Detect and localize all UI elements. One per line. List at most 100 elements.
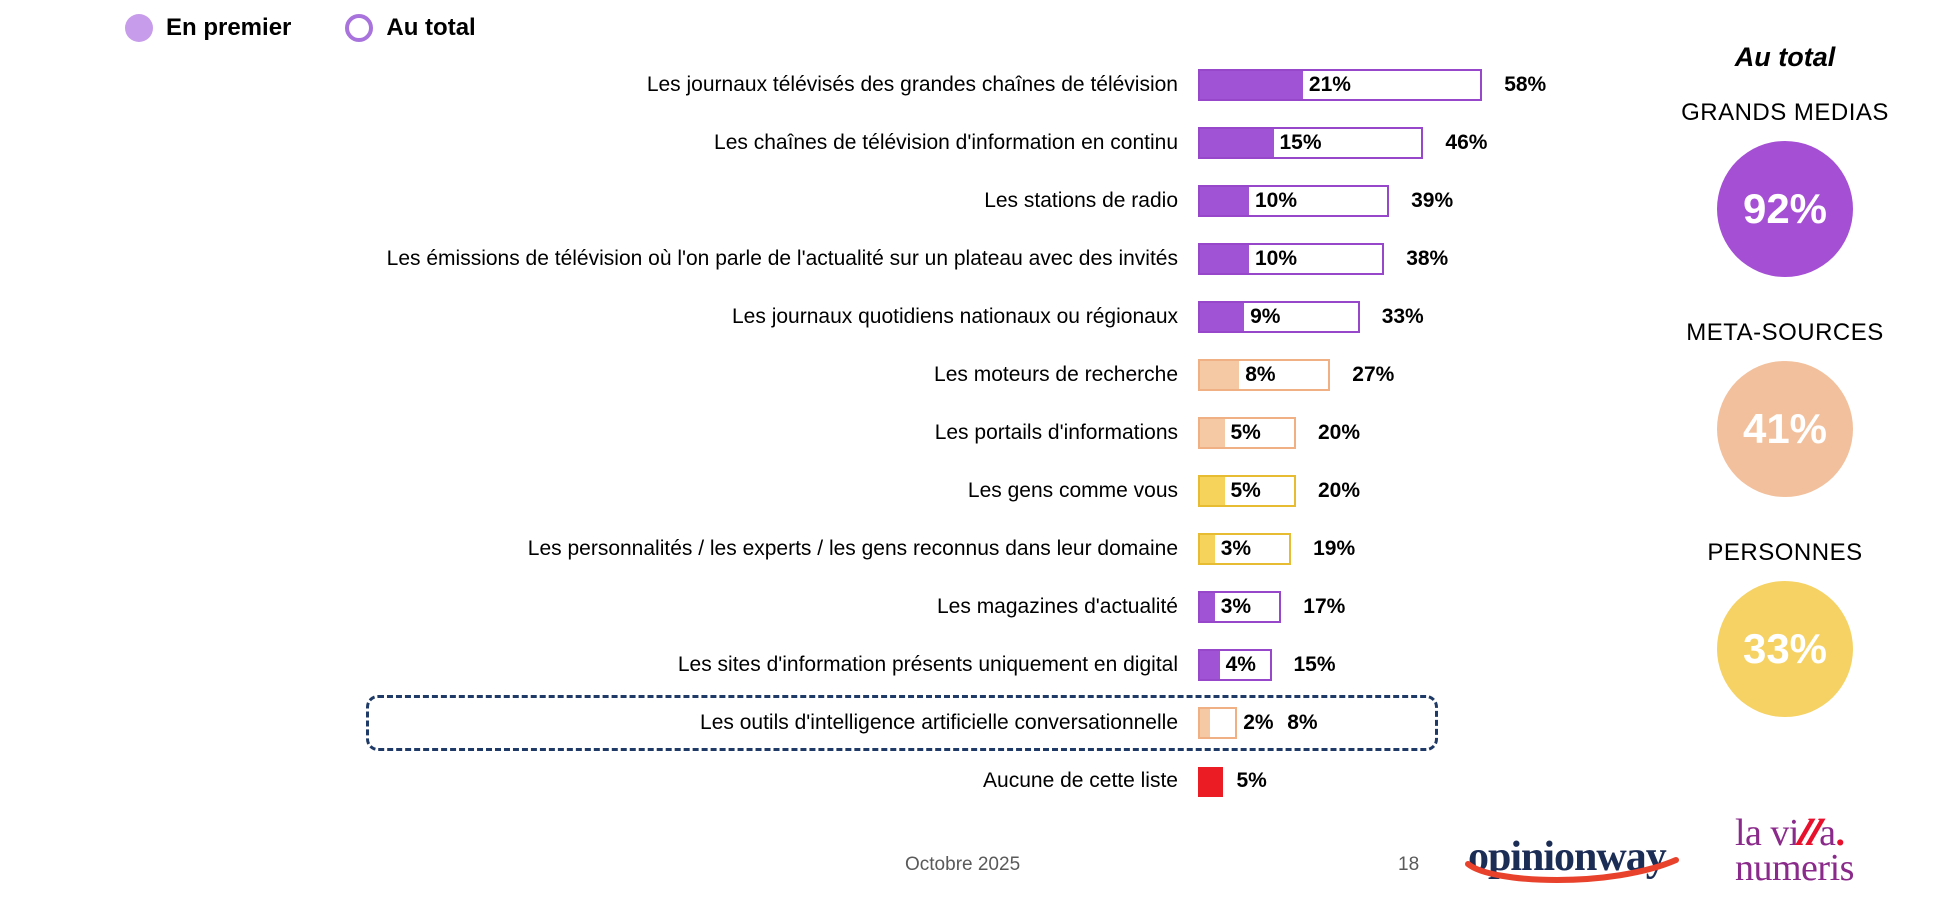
- first-bar: [1200, 187, 1249, 215]
- bar-row: Les chaînes de télévision d'information …: [0, 114, 1600, 172]
- total-value: 20%: [1318, 421, 1361, 444]
- bar-area: 10% 39%: [1198, 185, 1600, 217]
- bar-area: 21% 58%: [1198, 69, 1600, 101]
- opinionway-logo: opinionway: [1465, 834, 1679, 883]
- total-value: 27%: [1352, 363, 1395, 386]
- opinionway-logo-text: opinionway: [1468, 834, 1667, 880]
- bar-row: Les magazines d'actualité 3% 17%: [0, 578, 1600, 636]
- bar-row: Aucune de cette liste 5%: [0, 752, 1600, 810]
- row-label: Les magazines d'actualité: [937, 595, 1178, 619]
- first-value: 3%: [1220, 537, 1252, 560]
- bar-area: 3% 19%: [1198, 533, 1600, 565]
- summary-label-grands-medias: GRANDS MEDIAS: [1681, 99, 1889, 126]
- first-value: 5%: [1230, 479, 1261, 502]
- villa-text-line2: numeris: [1735, 847, 1854, 890]
- total-bar: [1198, 591, 1282, 623]
- first-value: 3%: [1220, 595, 1252, 618]
- row-label: Les sites d'information présents uniquem…: [677, 653, 1178, 677]
- total-value: 15%: [1293, 653, 1336, 676]
- first-value: 10%: [1255, 189, 1298, 212]
- first-value: 5%: [1236, 769, 1267, 792]
- villa-text: a: [1819, 812, 1836, 855]
- first-value: 8%: [1245, 363, 1276, 386]
- bar-row: Les sites d'information présents uniquem…: [0, 636, 1600, 694]
- first-value: 21%: [1308, 73, 1351, 96]
- total-bar: [1198, 533, 1292, 565]
- row-label: Les journaux télévisés des grandes chaîn…: [646, 73, 1178, 97]
- bar-row: Les journaux quotidiens nationaux ou rég…: [0, 288, 1600, 346]
- footer-date: Octobre 2025: [905, 854, 1021, 875]
- first-value: 10%: [1255, 247, 1298, 270]
- summary-circle: 33%: [1717, 581, 1853, 717]
- total-value: 19%: [1313, 537, 1356, 560]
- legend-filled-circle-icon: [125, 14, 153, 42]
- total-bar: [1198, 649, 1272, 681]
- first-value: 15%: [1279, 131, 1322, 154]
- first-value: 9%: [1250, 305, 1281, 328]
- first-bar: [1200, 71, 1303, 99]
- row-label: Les émissions de télévision où l'on parl…: [386, 247, 1178, 271]
- total-value: 58%: [1504, 73, 1547, 96]
- total-bar: [1198, 301, 1360, 333]
- bar-area: 2% 8%: [1198, 707, 1600, 739]
- legend-label: En premier: [166, 14, 292, 41]
- bar-rows: Les journaux télévisés des grandes chaîn…: [0, 56, 1600, 810]
- row-label: Les chaînes de télévision d'information …: [714, 131, 1178, 155]
- bar-area: 5%: [1198, 765, 1600, 797]
- bar-row: Les outils d'intelligence artificielle c…: [0, 694, 1600, 752]
- summary-circle: 92%: [1717, 141, 1853, 277]
- total-value: 38%: [1406, 247, 1449, 270]
- row-label: Les moteurs de recherche: [934, 363, 1178, 387]
- row-label: Aucune de cette liste: [983, 769, 1178, 793]
- bar-row: Les moteurs de recherche 8% 27%: [0, 346, 1600, 404]
- row-label: Les outils d'intelligence artificielle c…: [700, 711, 1178, 735]
- first-bar: [1200, 129, 1274, 157]
- summary-panel: Au total GRANDS MEDIAS 92% META-SOURCES …: [1640, 42, 1930, 759]
- first-bar: [1200, 477, 1225, 505]
- bar-row: Les émissions de télévision où l'on parl…: [0, 230, 1600, 288]
- legend-item-au-total: Au total: [345, 14, 476, 42]
- row-label: Les stations de radio: [984, 189, 1178, 213]
- total-bar: [1198, 185, 1390, 217]
- total-value: 17%: [1303, 595, 1346, 618]
- first-bar: [1200, 245, 1249, 273]
- total-bar: [1198, 359, 1331, 391]
- first-bar: [1200, 709, 1210, 737]
- total-value: 39%: [1411, 189, 1454, 212]
- bar-row: Les journaux télévisés des grandes chaîn…: [0, 56, 1600, 114]
- page-number: 18: [1398, 854, 1420, 875]
- first-bar: [1198, 767, 1223, 797]
- total-bar: [1198, 243, 1385, 275]
- bar-area: 5% 20%: [1198, 475, 1600, 507]
- summary-label-meta-sources: META-SOURCES: [1686, 319, 1884, 346]
- total-value: 33%: [1381, 305, 1424, 328]
- chart-legend: En premier Au total: [125, 14, 476, 42]
- row-label: Les gens comme vous: [967, 479, 1178, 503]
- bar-area: 3% 17%: [1198, 591, 1600, 623]
- legend-label: Au total: [386, 14, 476, 41]
- total-bar: [1198, 69, 1483, 101]
- bar-area: 5% 20%: [1198, 417, 1600, 449]
- bar-area: 4% 15%: [1198, 649, 1600, 681]
- summary-title: Au total: [1734, 42, 1836, 72]
- summary-value: 41%: [1742, 405, 1828, 452]
- row-label: Les portails d'informations: [934, 421, 1178, 445]
- summary-label-personnes: PERSONNES: [1707, 539, 1863, 566]
- la-villa-numeris-logo: la villa. numeris: [1735, 812, 1854, 890]
- total-value: 46%: [1445, 131, 1488, 154]
- first-value: 5%: [1230, 421, 1261, 444]
- first-value: 2%: [1243, 711, 1274, 734]
- first-bar: [1200, 361, 1240, 389]
- bar-area: 8% 27%: [1198, 359, 1600, 391]
- bar-row: Les gens comme vous 5% 20%: [0, 462, 1600, 520]
- bar-row: Les stations de radio 10% 39%: [0, 172, 1600, 230]
- summary-value: 33%: [1742, 625, 1828, 672]
- villa-text: la vi: [1735, 812, 1799, 855]
- total-bar: [1198, 475, 1296, 507]
- bar-row: Les portails d'informations 5% 20%: [0, 404, 1600, 462]
- villa-dot: .: [1835, 812, 1845, 855]
- summary-value: 92%: [1742, 185, 1828, 232]
- row-label: Les journaux quotidiens nationaux ou rég…: [732, 305, 1178, 329]
- first-bar: [1200, 419, 1225, 447]
